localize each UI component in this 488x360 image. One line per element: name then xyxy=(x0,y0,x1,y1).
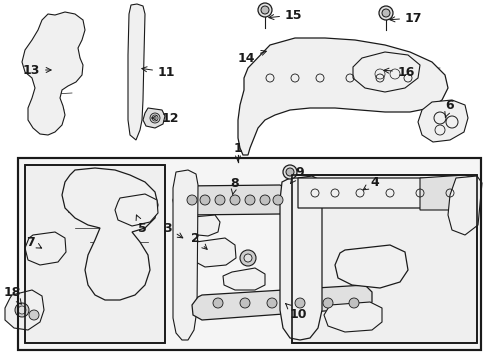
Polygon shape xyxy=(334,245,407,288)
Polygon shape xyxy=(419,175,479,210)
Polygon shape xyxy=(22,12,85,135)
Polygon shape xyxy=(238,38,447,155)
Circle shape xyxy=(272,195,283,205)
Bar xyxy=(18,158,480,350)
Circle shape xyxy=(260,195,269,205)
Polygon shape xyxy=(142,108,164,128)
Circle shape xyxy=(200,195,209,205)
Text: 7: 7 xyxy=(26,235,41,248)
Polygon shape xyxy=(190,238,236,267)
Circle shape xyxy=(294,298,305,308)
Circle shape xyxy=(152,115,158,121)
Circle shape xyxy=(266,298,276,308)
Polygon shape xyxy=(417,100,467,142)
Circle shape xyxy=(244,254,251,262)
Circle shape xyxy=(15,303,29,317)
Text: 16: 16 xyxy=(383,66,414,78)
Circle shape xyxy=(378,6,392,20)
Text: 2: 2 xyxy=(190,231,207,249)
Polygon shape xyxy=(352,52,419,92)
Circle shape xyxy=(240,298,249,308)
Polygon shape xyxy=(173,185,289,215)
Text: 14: 14 xyxy=(237,50,266,64)
Text: 15: 15 xyxy=(268,9,302,22)
Polygon shape xyxy=(192,285,371,320)
Circle shape xyxy=(285,168,293,176)
Polygon shape xyxy=(324,302,381,332)
Text: 17: 17 xyxy=(389,12,422,24)
Circle shape xyxy=(215,195,224,205)
Circle shape xyxy=(244,195,254,205)
Bar xyxy=(291,175,476,343)
Circle shape xyxy=(258,3,271,17)
Circle shape xyxy=(213,298,223,308)
Polygon shape xyxy=(62,168,158,300)
Text: 4: 4 xyxy=(363,176,379,190)
Text: 6: 6 xyxy=(444,99,453,117)
Polygon shape xyxy=(173,170,198,340)
Polygon shape xyxy=(223,268,264,290)
Text: 9: 9 xyxy=(290,166,303,184)
Bar xyxy=(291,175,476,343)
Circle shape xyxy=(348,298,358,308)
Bar xyxy=(25,165,164,343)
Polygon shape xyxy=(25,232,66,265)
Circle shape xyxy=(229,195,240,205)
Text: 3: 3 xyxy=(163,221,183,238)
Text: 13: 13 xyxy=(22,63,51,77)
Text: 11: 11 xyxy=(142,66,175,78)
Polygon shape xyxy=(115,194,158,226)
Circle shape xyxy=(381,9,389,17)
Circle shape xyxy=(29,310,39,320)
Text: 8: 8 xyxy=(230,176,239,195)
Circle shape xyxy=(150,113,160,123)
Text: 5: 5 xyxy=(136,215,146,234)
Text: 1: 1 xyxy=(233,141,242,161)
Polygon shape xyxy=(128,4,145,140)
Text: 12: 12 xyxy=(152,112,179,125)
Text: 10: 10 xyxy=(285,303,306,321)
Bar xyxy=(18,158,480,350)
Circle shape xyxy=(323,298,332,308)
Bar xyxy=(25,165,164,343)
Circle shape xyxy=(283,165,296,179)
Polygon shape xyxy=(280,176,321,340)
Polygon shape xyxy=(5,290,44,330)
Circle shape xyxy=(186,195,197,205)
Circle shape xyxy=(18,306,26,314)
Polygon shape xyxy=(180,215,220,236)
Text: 18: 18 xyxy=(3,285,21,304)
Circle shape xyxy=(240,250,256,266)
Polygon shape xyxy=(447,176,481,235)
Circle shape xyxy=(261,6,268,14)
Polygon shape xyxy=(297,178,471,208)
